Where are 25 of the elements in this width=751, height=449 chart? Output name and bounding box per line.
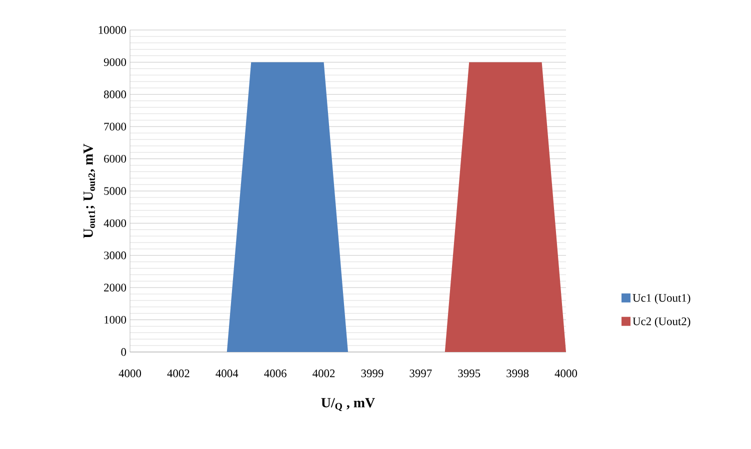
y-tick-label: 3000 [104, 252, 126, 260]
x-axis-title: U/$_{Q}$ , mV [321, 398, 375, 412]
x-tick-label: 3997 [410, 370, 432, 378]
x-tick-label: 4000 [554, 370, 578, 378]
x-tick-label: 3995 [458, 370, 480, 378]
y-tick-label: 7000 [104, 122, 126, 130]
x-tick-label: 3999 [361, 370, 384, 378]
y-tick-label: 0 [121, 348, 126, 356]
x-tick-label: 4006 [264, 370, 286, 378]
y-tick-label: 9000 [104, 58, 126, 66]
y-axis-title: U$_{out1}$; U$_{out2}$, mV [84, 144, 96, 238]
y-tick-label: 5000 [104, 187, 126, 195]
x-tick-label: 3998 [506, 370, 529, 378]
legend-label: Uc2 (Uout2) [632, 317, 690, 328]
y-tick-label: 6000 [104, 154, 126, 163]
y-tick-label: 2000 [104, 284, 126, 292]
x-tick-label: 4004 [216, 370, 238, 378]
y-tick-label: 4000 [104, 219, 126, 228]
legend-label: Uc1 (Uout1) [632, 294, 690, 304]
x-tick-label: 4002 [167, 370, 190, 378]
y-tick-label: 10000 [98, 26, 126, 34]
x-tick-label: 4000 [118, 370, 142, 378]
x-tick-label: 4002 [312, 370, 335, 378]
y-tick-label: 1000 [104, 316, 126, 324]
y-tick-label: 8000 [104, 90, 126, 98]
